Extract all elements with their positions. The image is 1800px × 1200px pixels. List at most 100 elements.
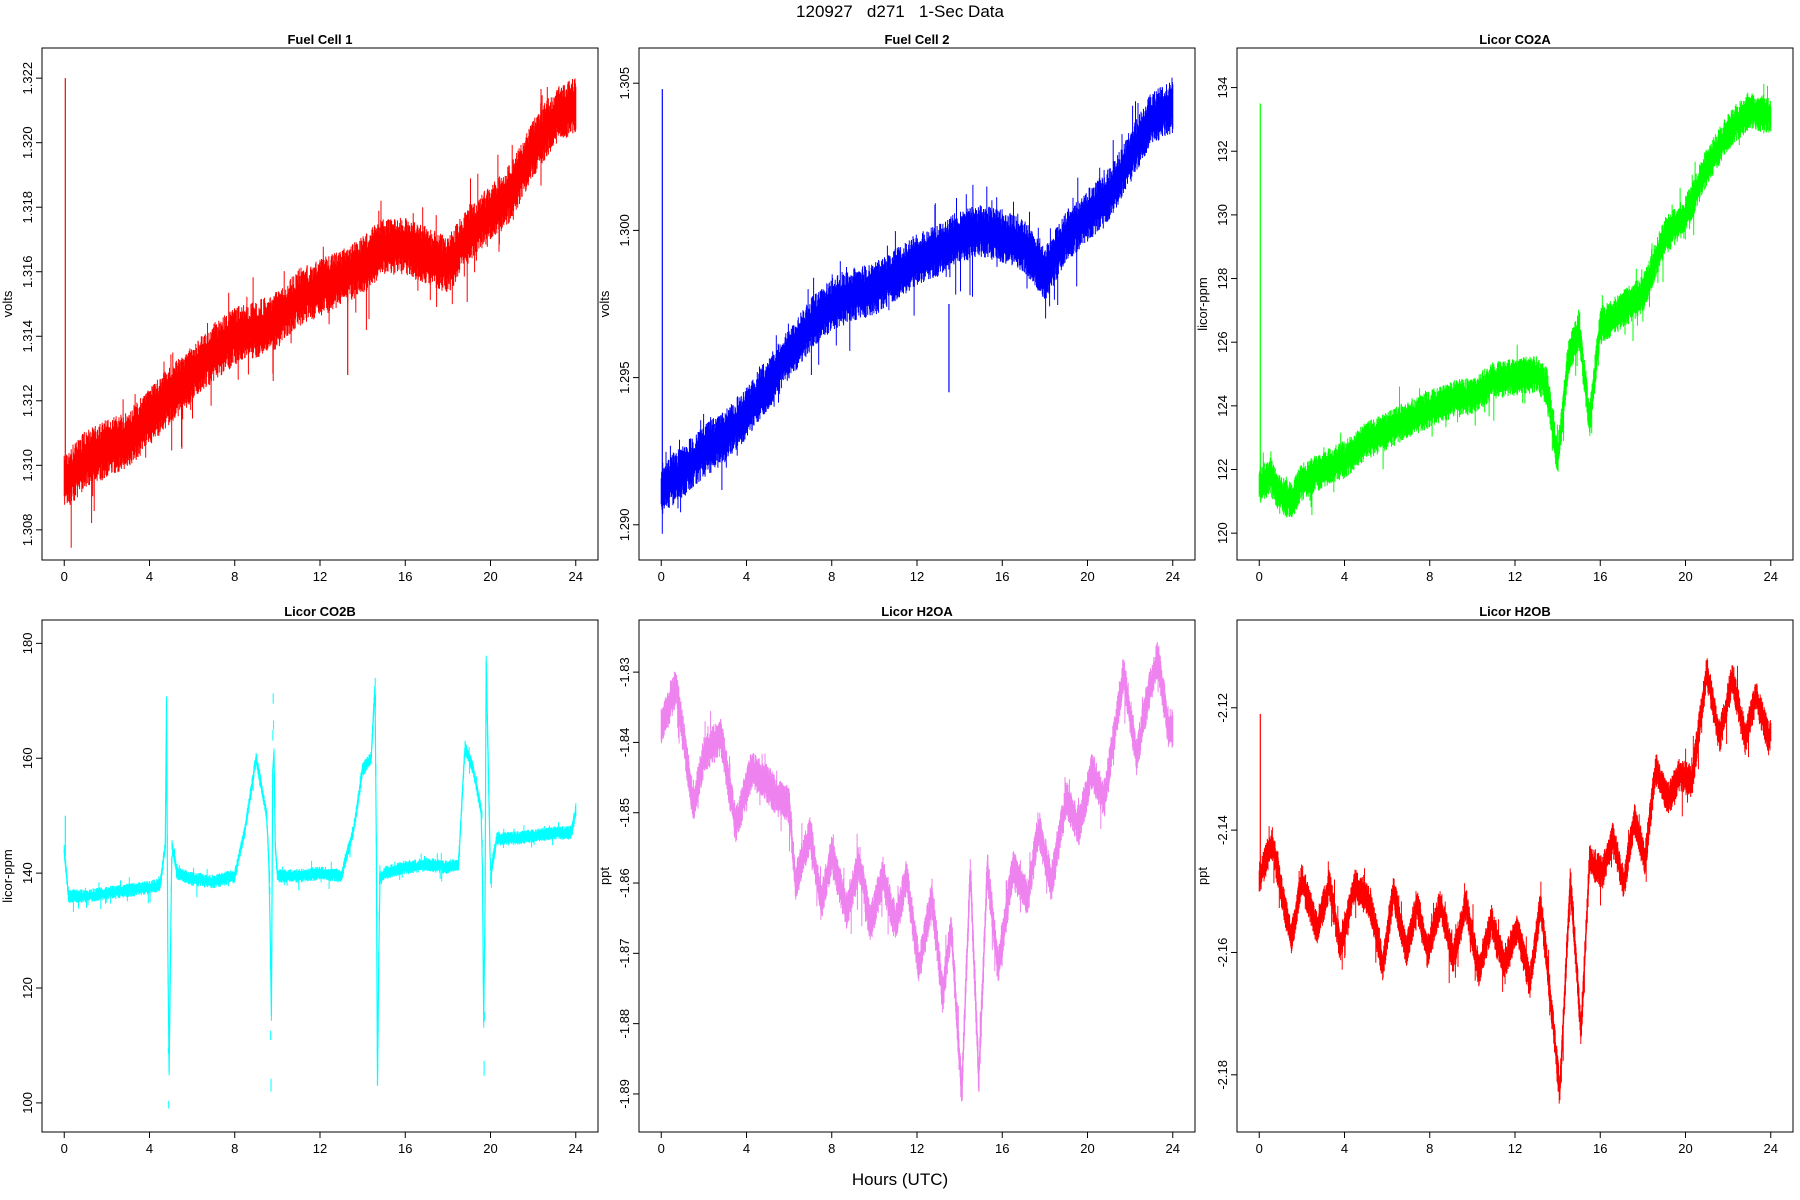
x-tick-label: 24 bbox=[569, 1141, 583, 1156]
y-tick-label: 140 bbox=[20, 862, 35, 884]
y-axis-label: volts bbox=[597, 290, 612, 317]
panel-title: Fuel Cell 2 bbox=[884, 32, 949, 47]
series-band bbox=[660, 642, 1174, 1102]
series-band bbox=[660, 77, 1174, 534]
x-tick-label: 16 bbox=[995, 1141, 1009, 1156]
y-tick-label: -1.84 bbox=[617, 728, 632, 758]
y-tick-label: 1.310 bbox=[20, 449, 35, 482]
x-tick-label: 16 bbox=[398, 569, 412, 584]
series-line bbox=[1258, 670, 1772, 1094]
y-tick-label: 1.300 bbox=[617, 214, 632, 247]
series-band bbox=[63, 655, 577, 1109]
x-tick-label: 20 bbox=[1678, 1141, 1692, 1156]
series-line bbox=[63, 660, 577, 1086]
x-tick-label: 4 bbox=[146, 1141, 153, 1156]
y-tick-label: -1.83 bbox=[617, 657, 632, 687]
y-tick-label: 122 bbox=[1215, 459, 1230, 481]
y-tick-label: -2.12 bbox=[1215, 693, 1230, 723]
x-tick-label: 24 bbox=[1764, 1141, 1778, 1156]
y-tick-label: 120 bbox=[20, 977, 35, 999]
x-tick-label: 0 bbox=[1256, 1141, 1263, 1156]
y-tick-label: 126 bbox=[1215, 331, 1230, 353]
x-tick-label: 8 bbox=[1426, 1141, 1433, 1156]
y-tick-label: 100 bbox=[20, 1092, 35, 1114]
series-line bbox=[660, 657, 1173, 1094]
x-tick-label: 24 bbox=[1764, 569, 1778, 584]
panel-5: Licor H2OA 0 4 8 12 16 20 24 -1.89 -1.88 -1.87 -1.8… bbox=[597, 604, 1196, 1156]
series-band bbox=[1258, 658, 1772, 1104]
y-tick-label: 1.318 bbox=[20, 191, 35, 224]
panel-3: Licor CO2A 0 4 8 12 16 20 24 120 122 124 126 128 130 1… bbox=[1195, 32, 1794, 584]
y-tick-label: 130 bbox=[1215, 204, 1230, 226]
x-tick-label: 20 bbox=[1080, 1141, 1094, 1156]
x-tick-label: 12 bbox=[910, 569, 924, 584]
x-tick-label: 24 bbox=[569, 569, 583, 584]
y-tick-label: 160 bbox=[20, 747, 35, 769]
y-tick-label: -1.88 bbox=[617, 1009, 632, 1039]
y-tick-label: 1.305 bbox=[617, 67, 632, 100]
y-axis-label: volts bbox=[0, 290, 15, 317]
y-tick-label: 180 bbox=[20, 633, 35, 655]
y-axis-label: ppt bbox=[597, 867, 612, 885]
x-tick-label: 8 bbox=[231, 1141, 238, 1156]
panel-1: Fuel Cell 1 0 4 8 12 16 20 24 1.308 1.310 1.312 1.3… bbox=[0, 32, 599, 584]
x-tick-label: 12 bbox=[910, 1141, 924, 1156]
y-axis-label: licor-ppm bbox=[1195, 277, 1210, 330]
series-line bbox=[1258, 109, 1771, 503]
y-tick-label: -1.86 bbox=[617, 868, 632, 898]
y-axis-label: ppt bbox=[1195, 867, 1210, 885]
x-tick-label: 0 bbox=[1256, 569, 1263, 584]
x-tick-label: 0 bbox=[658, 569, 665, 584]
plot-frame bbox=[638, 619, 1196, 1133]
panel-6: Licor H2OB 0 4 8 12 16 20 24 -2.18 -2.16 -2.14 -2.1… bbox=[1195, 604, 1794, 1156]
panel-4: Licor CO2B 0 4 8 12 16 20 24 100 120 140 160 180 lico… bbox=[0, 604, 599, 1156]
x-tick-label: 12 bbox=[1508, 1141, 1522, 1156]
x-tick-label: 4 bbox=[743, 569, 750, 584]
y-tick-label: 132 bbox=[1215, 140, 1230, 162]
panel-title: Fuel Cell 1 bbox=[287, 32, 352, 47]
y-tick-label: 1.314 bbox=[20, 320, 35, 353]
panel-title: Licor H2OA bbox=[881, 604, 953, 619]
panel-title: Licor CO2B bbox=[284, 604, 356, 619]
y-tick-label: -2.16 bbox=[1215, 938, 1230, 968]
x-tick-label: 24 bbox=[1166, 1141, 1180, 1156]
x-tick-label: 4 bbox=[146, 569, 153, 584]
series-line bbox=[660, 106, 1174, 490]
x-tick-label: 16 bbox=[1593, 1141, 1607, 1156]
series-line bbox=[63, 103, 577, 482]
x-tick-label: 8 bbox=[231, 569, 238, 584]
y-tick-label: 1.308 bbox=[20, 514, 35, 547]
x-tick-label: 0 bbox=[61, 1141, 68, 1156]
y-tick-label: 120 bbox=[1215, 522, 1230, 544]
plot-frame bbox=[1236, 619, 1794, 1133]
x-tick-label: 20 bbox=[483, 569, 497, 584]
x-tick-label: 4 bbox=[1341, 569, 1348, 584]
y-tick-label: 128 bbox=[1215, 268, 1230, 290]
x-tick-label: 8 bbox=[828, 1141, 835, 1156]
series-band bbox=[63, 78, 577, 548]
x-tick-label: 20 bbox=[1678, 569, 1692, 584]
x-tick-label: 12 bbox=[1508, 569, 1522, 584]
figure-title: 120927 d271 1-Sec Data bbox=[796, 2, 1004, 21]
series-band bbox=[1258, 83, 1772, 518]
y-tick-label: 1.312 bbox=[20, 385, 35, 418]
y-tick-label: 1.295 bbox=[617, 361, 632, 394]
x-axis-title: Hours (UTC) bbox=[851, 1170, 949, 1189]
panel-title: Licor H2OB bbox=[1479, 604, 1551, 619]
y-tick-label: -1.85 bbox=[617, 798, 632, 828]
x-tick-label: 24 bbox=[1166, 569, 1180, 584]
y-tick-label: 124 bbox=[1215, 395, 1230, 417]
x-tick-label: 8 bbox=[1426, 569, 1433, 584]
y-tick-label: 134 bbox=[1215, 77, 1230, 99]
x-tick-label: 4 bbox=[743, 1141, 750, 1156]
x-tick-label: 12 bbox=[313, 1141, 327, 1156]
x-tick-label: 0 bbox=[658, 1141, 665, 1156]
y-tick-label: -1.89 bbox=[617, 1079, 632, 1109]
x-tick-label: 16 bbox=[398, 1141, 412, 1156]
y-tick-label: -1.87 bbox=[617, 939, 632, 969]
x-tick-label: 0 bbox=[61, 569, 68, 584]
x-tick-label: 20 bbox=[483, 1141, 497, 1156]
x-tick-label: 8 bbox=[828, 569, 835, 584]
